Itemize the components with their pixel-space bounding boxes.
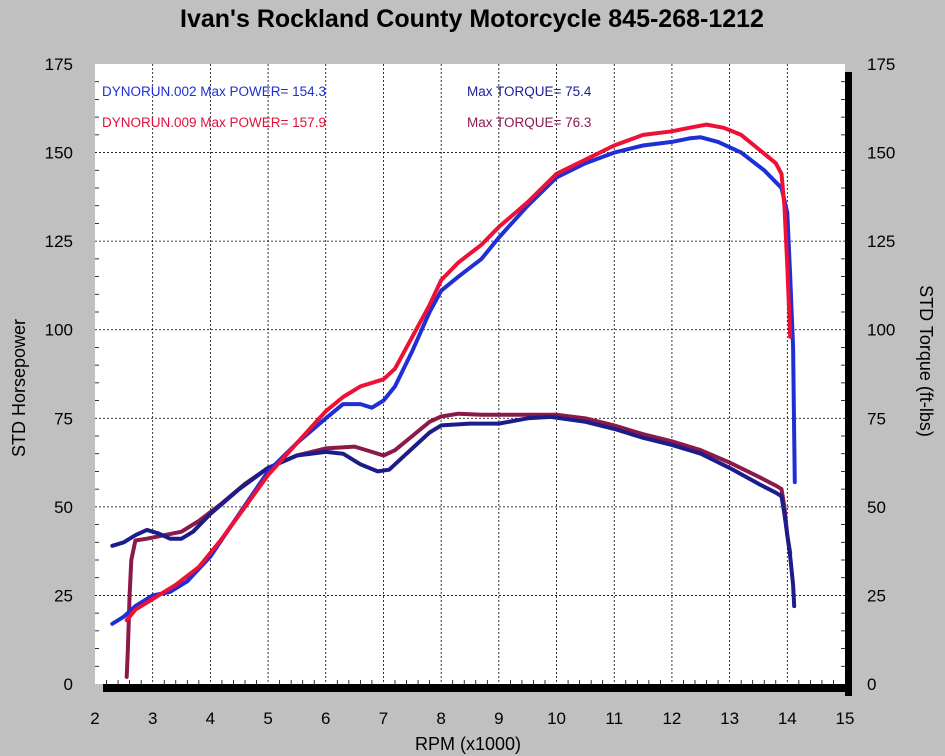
y2-tick-label: 175	[867, 55, 895, 74]
x-tick-label: 4	[206, 709, 215, 728]
right-axis-ticks: 0 25 50 75 100 125 150 175	[867, 55, 895, 694]
plot-area	[95, 64, 845, 684]
y-tick-label: 125	[45, 232, 73, 251]
x-tick-label: 6	[321, 709, 330, 728]
legend-run009-power: DYNORUN.009 Max POWER= 157.9	[102, 115, 326, 130]
x-tick-label: 7	[379, 709, 388, 728]
y-tick-label: 0	[64, 675, 73, 694]
left-axis-ticks: 0 25 50 75 100 125 150 175	[45, 55, 73, 694]
series-line-dynorun009-torque	[124, 411, 793, 679]
y-axis-label: STD Horsepower	[9, 319, 29, 457]
y-tick-label: 50	[54, 498, 73, 517]
y-tick-label: 25	[54, 586, 73, 605]
x-tick-label: 5	[263, 709, 272, 728]
legend-run002-power: DYNORUN.002 Max POWER= 154.3	[102, 84, 326, 99]
chart-title: Ivan's Rockland County Motorcycle 845-26…	[180, 5, 764, 33]
y2-tick-label: 100	[867, 321, 895, 340]
legend-run002-torque: Max TORQUE= 75.4	[467, 84, 592, 99]
x-tick-label: 11	[605, 709, 623, 728]
x-tick-label: 10	[547, 709, 566, 728]
x-tick-label: 9	[494, 709, 503, 728]
grid-lines	[95, 64, 845, 684]
plot-shadow-bottom	[103, 684, 852, 692]
plot-shadow-right	[845, 72, 852, 696]
series-line-dynorun002-torque	[110, 414, 797, 609]
y2-tick-label: 150	[867, 144, 895, 163]
y-tick-label: 150	[45, 144, 73, 163]
x-tick-label: 8	[436, 709, 445, 728]
y2-tick-label: 0	[867, 675, 876, 694]
x-tick-label: 13	[720, 709, 739, 728]
x-tick-label: 14	[778, 709, 797, 728]
y2-tick-label: 50	[867, 498, 886, 517]
x-tick-label: 3	[148, 709, 157, 728]
x-axis-label: RPM (x1000)	[415, 734, 521, 754]
y2-axis-label: STD Torque (ft-lbs)	[916, 285, 936, 437]
plot-frame-shadow	[103, 72, 852, 696]
legend-run009-torque: Max TORQUE= 76.3	[467, 115, 591, 130]
series-line-dynorun009-power	[124, 122, 793, 623]
series-group	[110, 122, 797, 679]
y-tick-label: 75	[54, 409, 73, 428]
y2-tick-label: 125	[867, 232, 895, 251]
x-tick-label: 2	[90, 709, 99, 728]
y-tick-label: 175	[45, 55, 73, 74]
x-tick-label: 12	[662, 709, 681, 728]
y2-tick-label: 75	[867, 409, 886, 428]
x-tick-label: 15	[836, 709, 855, 728]
x-axis-ticks: 2 3 4 5 6 7 8 9 10 11 12 13 14 15	[90, 709, 854, 728]
y2-tick-label: 25	[867, 586, 886, 605]
y-tick-label: 100	[45, 321, 73, 340]
